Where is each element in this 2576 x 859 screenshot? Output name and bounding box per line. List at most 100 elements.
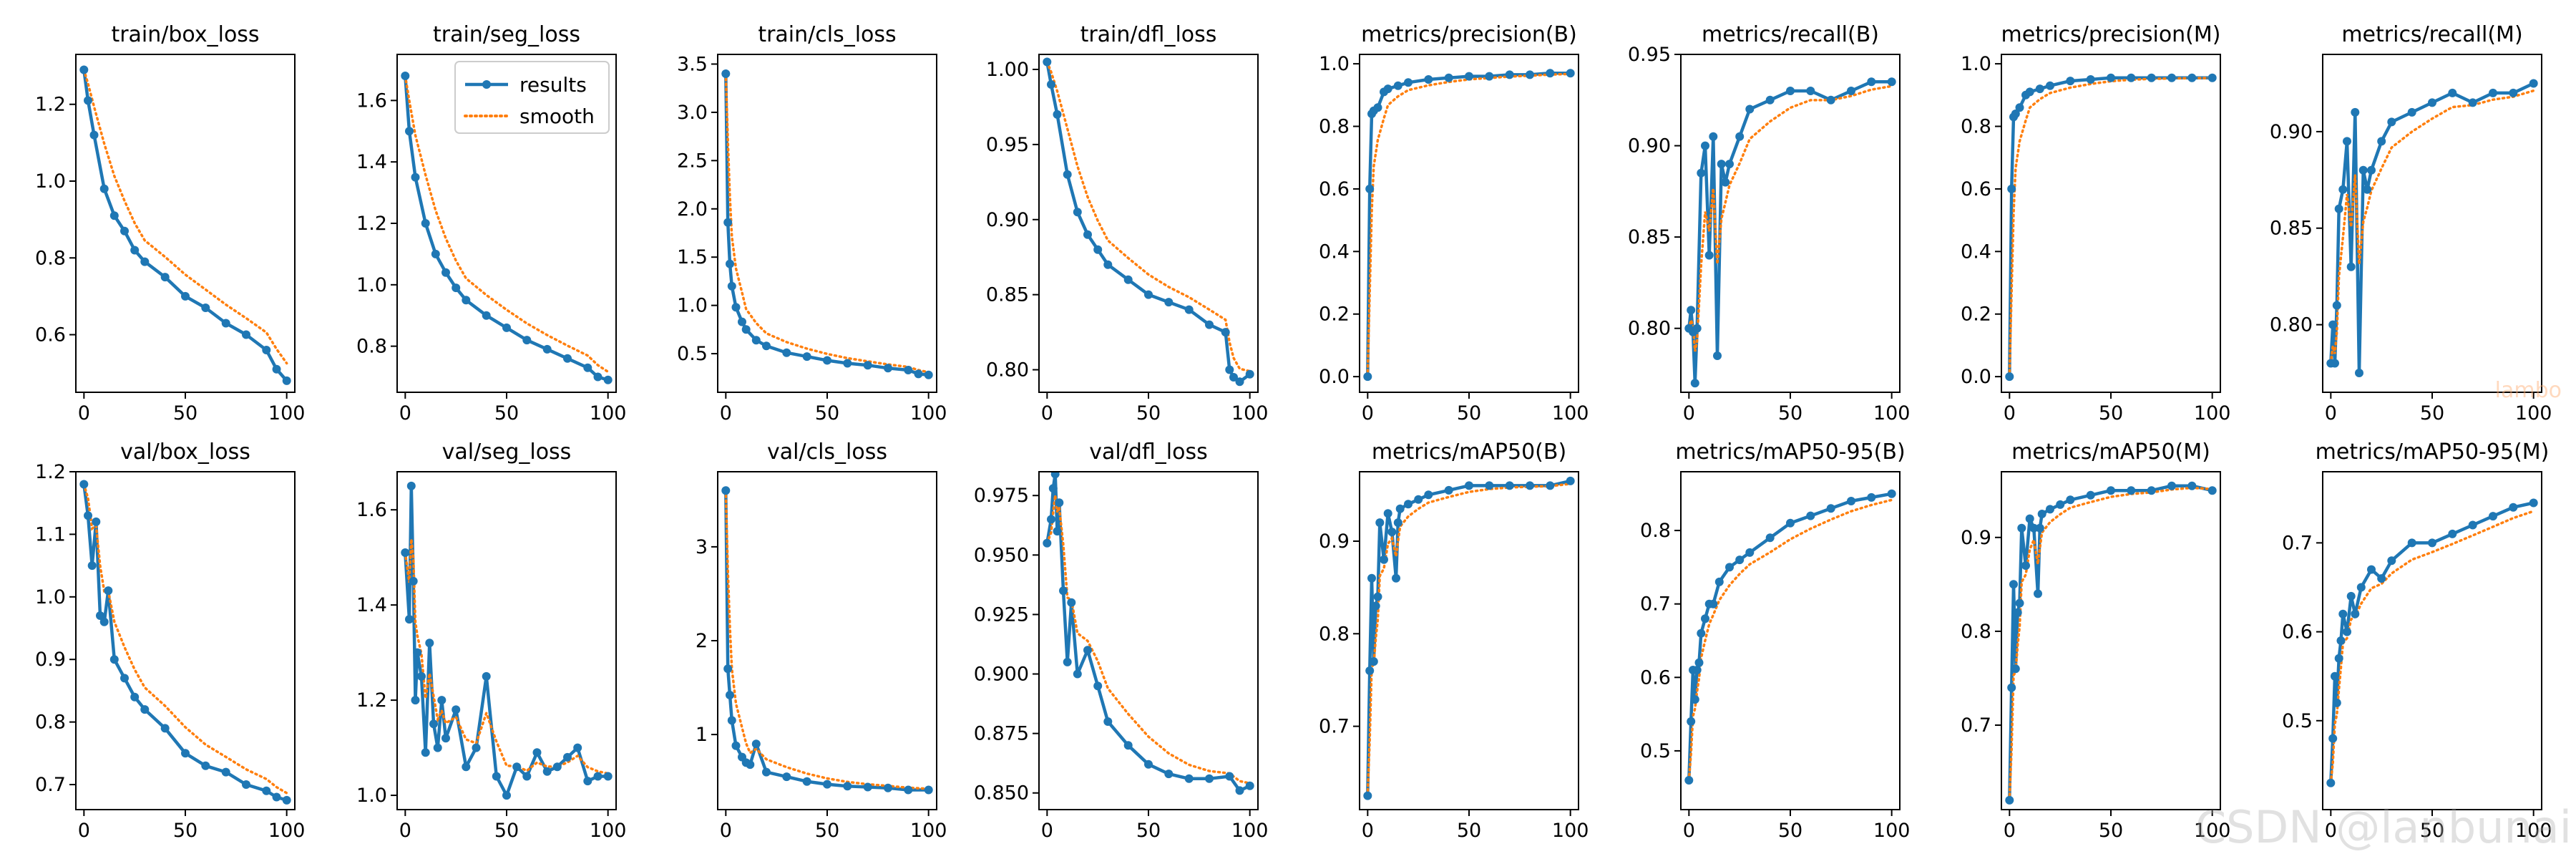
data-point: [140, 705, 150, 714]
data-point: [221, 319, 230, 328]
y-tick-label: 1.0: [356, 785, 387, 807]
data-point: [1867, 77, 1876, 87]
data-point: [1485, 481, 1494, 490]
data-point: [1373, 592, 1382, 601]
data-point: [502, 323, 511, 332]
x-tick-label: 50: [2420, 820, 2444, 842]
plot-area: [79, 65, 291, 385]
y-tick-label: 0.8: [35, 247, 66, 269]
data-point: [802, 777, 811, 786]
y-tick-label: 0.4: [1961, 241, 1991, 263]
legend: results smooth: [454, 61, 610, 134]
y-tick-label: 0.5: [2282, 710, 2313, 732]
legend-results-label: results: [519, 73, 587, 97]
data-point: [1684, 776, 1694, 785]
axes-frame: [1359, 54, 1579, 393]
data-point: [2338, 185, 2348, 194]
data-point: [2037, 510, 2046, 518]
x-tick-label: 0: [2004, 402, 2016, 424]
data-point: [2025, 514, 2034, 523]
plot-area: [401, 481, 613, 800]
y-tick-label: 0.90: [1628, 135, 1671, 157]
data-point: [1144, 290, 1153, 299]
y-tick-label: 2.0: [677, 198, 708, 220]
smooth-line: [404, 74, 610, 374]
data-point: [2207, 486, 2217, 495]
data-point: [2343, 137, 2351, 146]
data-point: [1735, 132, 1745, 141]
data-point: [1164, 298, 1174, 307]
data-point: [92, 517, 101, 526]
y-tick-label: 0.8: [1961, 621, 1991, 643]
data-point: [1692, 324, 1702, 333]
subplot-title: metrics/precision(B): [1361, 22, 1577, 47]
y-tick-label: 3: [696, 536, 708, 558]
y-tick-label: 1.6: [356, 499, 387, 521]
data-point: [738, 317, 746, 326]
data-point: [441, 734, 450, 743]
data-point: [2005, 372, 2014, 382]
y-tick-label: 0.85: [2270, 218, 2313, 240]
data-point: [1365, 184, 1375, 193]
data-point: [1083, 230, 1092, 239]
subplot-title: metrics/mAP50-95(B): [1675, 440, 1905, 465]
data-point: [1073, 208, 1082, 217]
data-point: [1083, 646, 1092, 655]
data-point: [1048, 484, 1058, 493]
data-point: [472, 743, 481, 752]
y-tick-label: 0.6: [1640, 666, 1671, 689]
x-tick-label: 100: [910, 820, 947, 842]
data-point: [411, 173, 420, 182]
x-tick-label: 100: [268, 402, 306, 424]
data-point: [1701, 141, 1709, 150]
y-tick-label: 2.5: [677, 150, 708, 172]
subplot-2: train/cls_loss 0 50 100 0.5 1.0 1.5 2.0 2.5 3.0 3.…: [677, 22, 947, 424]
plot-area: [1363, 69, 1575, 382]
y-tick-label: 1.0: [1961, 53, 1991, 75]
data-point: [1806, 87, 1815, 95]
x-tick-label: 0: [1041, 820, 1053, 842]
data-point: [1053, 110, 1062, 119]
x-tick-label: 50: [494, 402, 519, 424]
y-tick-label: 0.900: [974, 664, 1029, 686]
data-point: [1566, 476, 1575, 485]
data-point: [563, 354, 572, 363]
y-tick-label: 0.80: [986, 359, 1029, 382]
data-point: [1225, 772, 1234, 781]
y-tick-label: 2: [696, 630, 708, 652]
data-point: [2509, 88, 2518, 97]
data-point: [2346, 262, 2356, 271]
data-point: [181, 291, 190, 301]
plot-area: [1363, 476, 1575, 800]
data-point: [2328, 734, 2338, 743]
data-point: [2013, 608, 2022, 617]
subplot-title: metrics/mAP50(B): [1372, 440, 1566, 465]
data-point: [2334, 204, 2343, 213]
data-point: [2167, 481, 2176, 490]
y-tick-label: 1: [696, 724, 708, 746]
data-point: [1546, 481, 1555, 490]
data-point: [462, 296, 471, 305]
data-point: [140, 257, 150, 266]
data-point: [405, 127, 414, 136]
data-point: [802, 352, 811, 361]
data-point: [1505, 481, 1514, 490]
y-tick-label: 0.95: [986, 134, 1029, 156]
data-point: [1404, 500, 1413, 509]
data-point: [2336, 636, 2346, 645]
data-point: [452, 283, 461, 293]
y-tick-label: 0.4: [1319, 241, 1350, 263]
data-point: [1395, 504, 1405, 513]
subplot-10: val/cls_loss 0 50 100 1 2 3: [696, 440, 947, 842]
y-tick-label: 1.5: [677, 246, 708, 268]
x-tick-label: 100: [590, 820, 627, 842]
data-point: [751, 739, 761, 749]
subplot-15: metrics/mAP50-95(M) 0 50 100 0.5 0.6 0.7: [2282, 440, 2552, 842]
data-point: [201, 304, 210, 312]
data-point: [782, 772, 791, 782]
data-point: [2407, 107, 2416, 117]
data-point: [1546, 69, 1555, 78]
data-point: [1745, 548, 1755, 557]
data-point: [1721, 178, 1730, 187]
data-point: [573, 743, 582, 752]
